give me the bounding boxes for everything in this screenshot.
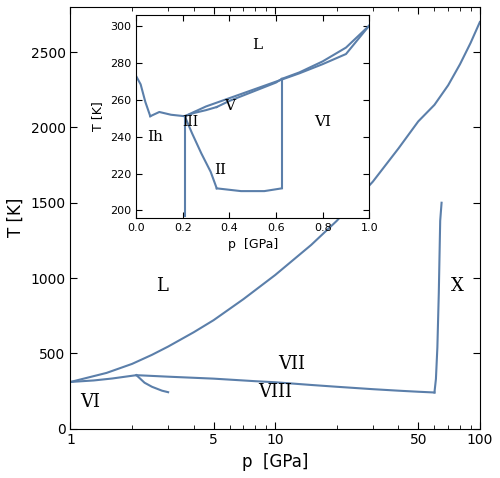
Text: L: L <box>156 277 168 294</box>
X-axis label: p  [GPa]: p [GPa] <box>242 453 308 471</box>
Text: VII: VII <box>278 355 305 373</box>
Text: VI: VI <box>80 393 100 411</box>
Text: VIII: VIII <box>258 383 292 402</box>
Y-axis label: T [K]: T [K] <box>7 198 25 238</box>
Text: X: X <box>452 277 464 294</box>
